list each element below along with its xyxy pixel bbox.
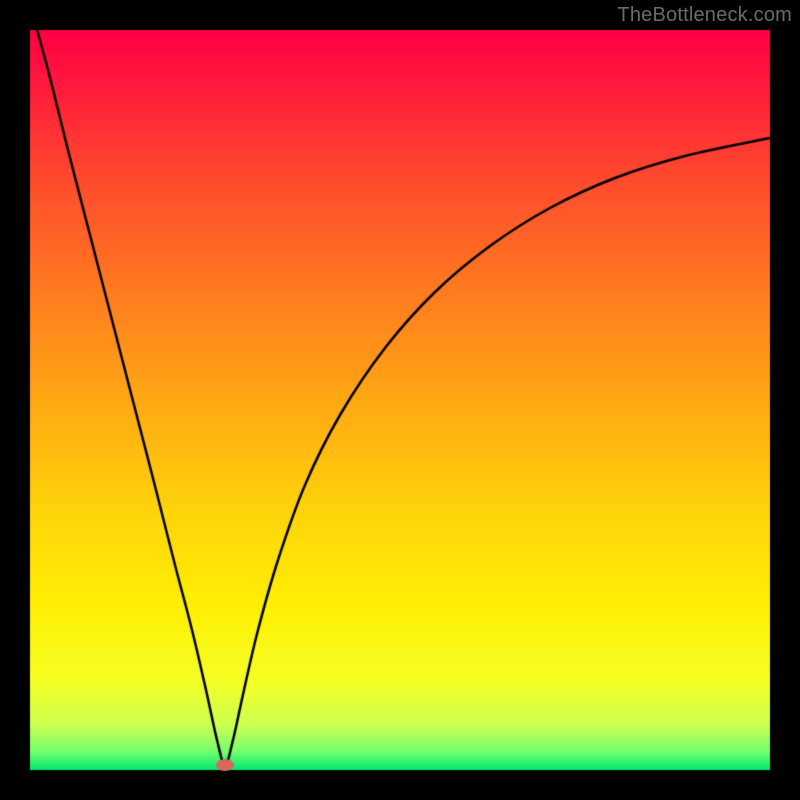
watermark-text: TheBottleneck.com <box>617 4 792 27</box>
chart-container: TheBottleneck.com <box>0 0 800 800</box>
bottleneck-curve <box>0 0 800 800</box>
